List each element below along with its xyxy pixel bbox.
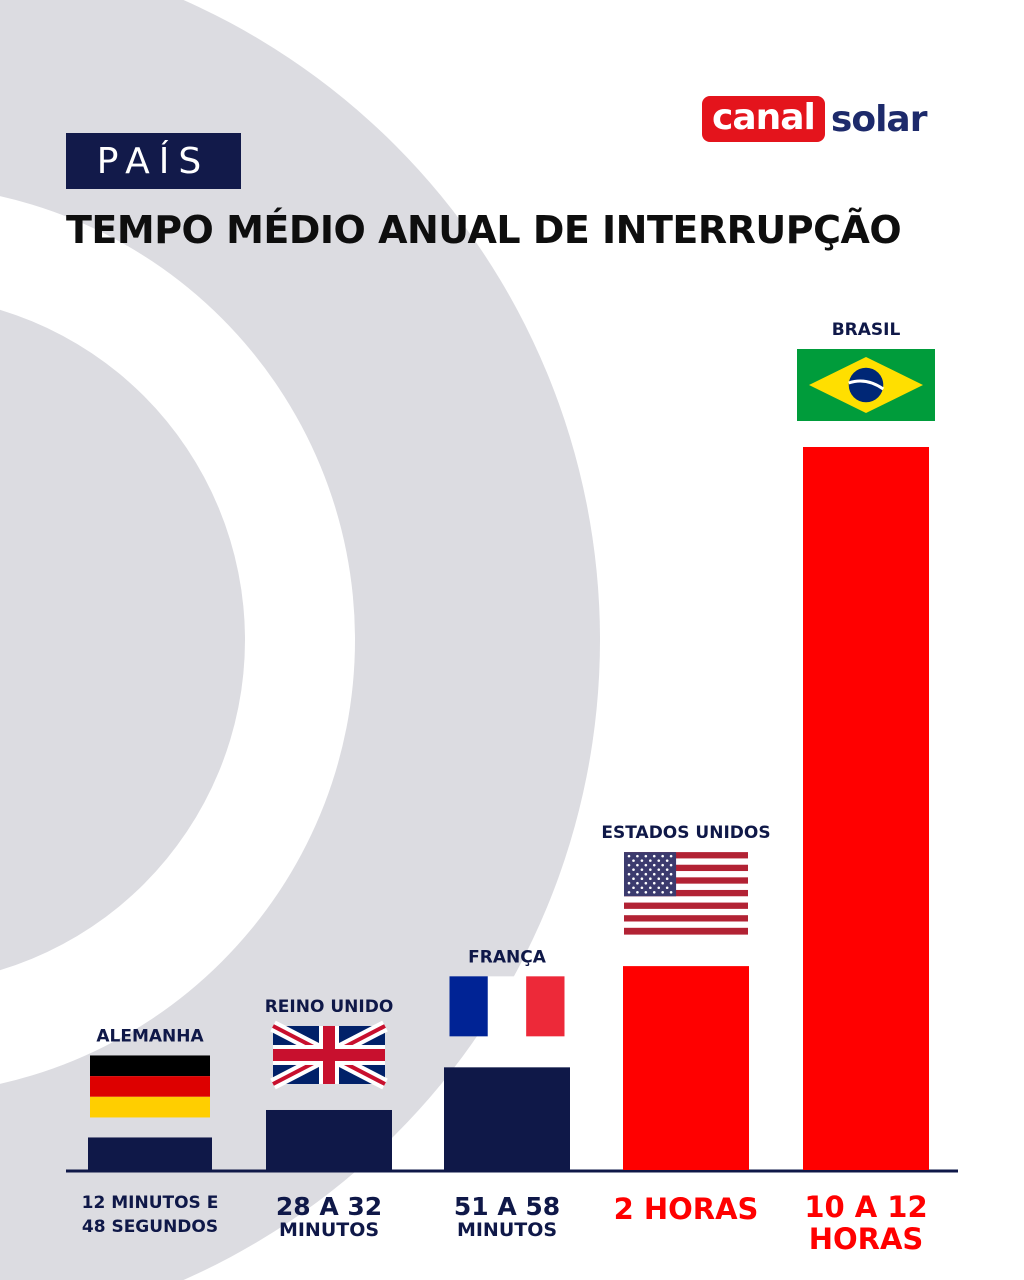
value-label: 2 HORAS bbox=[614, 1192, 759, 1226]
canal-solar-logo: canal solar bbox=[702, 96, 928, 142]
brazil-flag-icon bbox=[797, 349, 935, 421]
country-tag: PAÍS bbox=[66, 133, 241, 189]
france-flag-icon bbox=[449, 976, 565, 1037]
logo-solar-text: solar bbox=[830, 98, 928, 140]
chart-title: TEMPO MÉDIO ANUAL DE INTERRUPÇÃO bbox=[66, 208, 902, 252]
category-label: REINO UNIDO bbox=[265, 997, 394, 1017]
bar-brasil bbox=[803, 447, 929, 1170]
category-label: ESTADOS UNIDOS bbox=[601, 823, 770, 843]
bar-alemanha bbox=[88, 1137, 212, 1170]
value-label: 10 A 12 bbox=[804, 1190, 927, 1224]
category-label: BRASIL bbox=[832, 320, 901, 340]
uk-flag-icon bbox=[270, 1020, 388, 1090]
value-label: 51 A 58 bbox=[454, 1192, 560, 1221]
value-label: 12 MINUTOS E bbox=[82, 1193, 219, 1213]
value-label: 28 A 32 bbox=[276, 1192, 382, 1221]
germany-flag-icon bbox=[90, 1055, 210, 1118]
bar-reino-unido bbox=[266, 1109, 392, 1170]
bar-fran-a bbox=[444, 1067, 570, 1170]
value-label: 48 SEGUNDOS bbox=[82, 1217, 218, 1237]
country-tag-label: PAÍS bbox=[96, 140, 211, 182]
usa-flag-icon bbox=[624, 852, 748, 935]
logo-canal-text: canal bbox=[702, 96, 825, 142]
category-label: FRANÇA bbox=[468, 947, 547, 967]
value-label: MINUTOS bbox=[457, 1219, 557, 1241]
bar-estados-unidos bbox=[623, 966, 749, 1170]
value-label: HORAS bbox=[809, 1222, 924, 1256]
category-label: ALEMANHA bbox=[96, 1026, 204, 1046]
value-label: MINUTOS bbox=[279, 1219, 379, 1241]
